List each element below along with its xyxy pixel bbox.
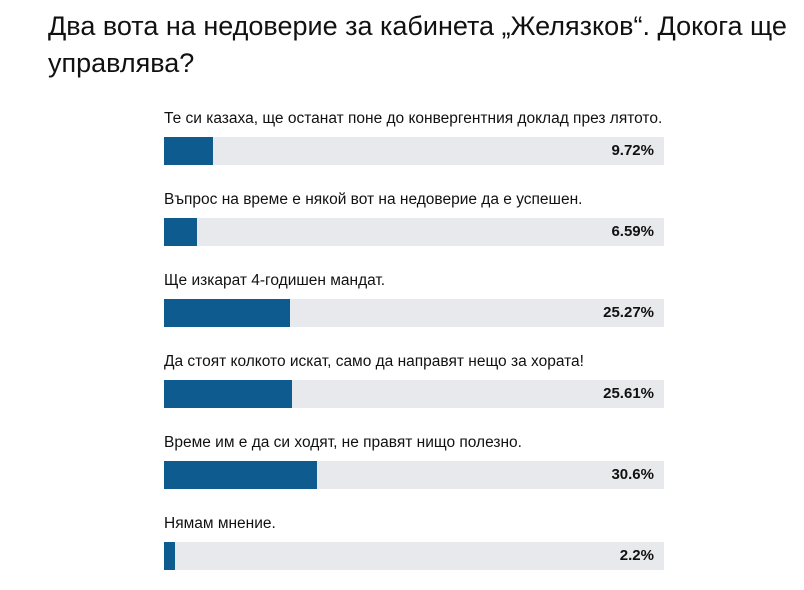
poll-option: Време им е да си ходят, не правят нищо п… (164, 428, 664, 489)
bar-track: 2.2% (164, 542, 664, 570)
bar-value-label: 25.61% (603, 385, 654, 402)
bar-track: 25.27% (164, 299, 664, 327)
poll-title: Два вота на недоверие за кабинета „Желяз… (48, 11, 787, 78)
bar-track: 9.72% (164, 137, 664, 165)
bar-value-label: 9.72% (611, 142, 654, 159)
bar-value-label: 25.27% (603, 304, 654, 321)
poll-option-label: Въпрос на време е някой вот на недоверие… (164, 191, 583, 208)
poll-option: Те си казаха, ще останат поне до конверг… (164, 104, 664, 165)
poll-option-label: Да стоят колкото искат, само да направят… (164, 353, 584, 370)
bar-value-label: 6.59% (611, 223, 654, 240)
bar-fill (164, 542, 175, 570)
poll-option-label: Те си казаха, ще останат поне до конверг… (164, 110, 663, 127)
bar-value-label: 30.6% (611, 466, 654, 483)
poll-option: Да стоят колкото искат, само да направят… (164, 347, 664, 408)
bar-fill (164, 218, 197, 246)
poll-option-label: Нямам мнение. (164, 515, 276, 532)
poll-option: Ще изкарат 4-годишен мандат. 25.27% (164, 266, 664, 327)
bar-track: 30.6% (164, 461, 664, 489)
poll-option-label: Време им е да си ходят, не правят нищо п… (164, 434, 522, 451)
poll-option: Нямам мнение. 2.2% (164, 509, 664, 570)
poll-option-label: Ще изкарат 4-годишен мандат. (164, 272, 386, 289)
bar-fill (164, 137, 213, 165)
bar-track: 6.59% (164, 218, 664, 246)
bar-fill (164, 380, 293, 408)
poll-options: Те си казаха, ще останат поне до конверг… (164, 104, 664, 590)
poll-option: Въпрос на време е някой вот на недоверие… (164, 185, 664, 246)
bar-track: 25.61% (164, 380, 664, 408)
bar-fill (164, 461, 317, 489)
bar-fill (164, 299, 291, 327)
bar-value-label: 2.2% (619, 547, 654, 564)
